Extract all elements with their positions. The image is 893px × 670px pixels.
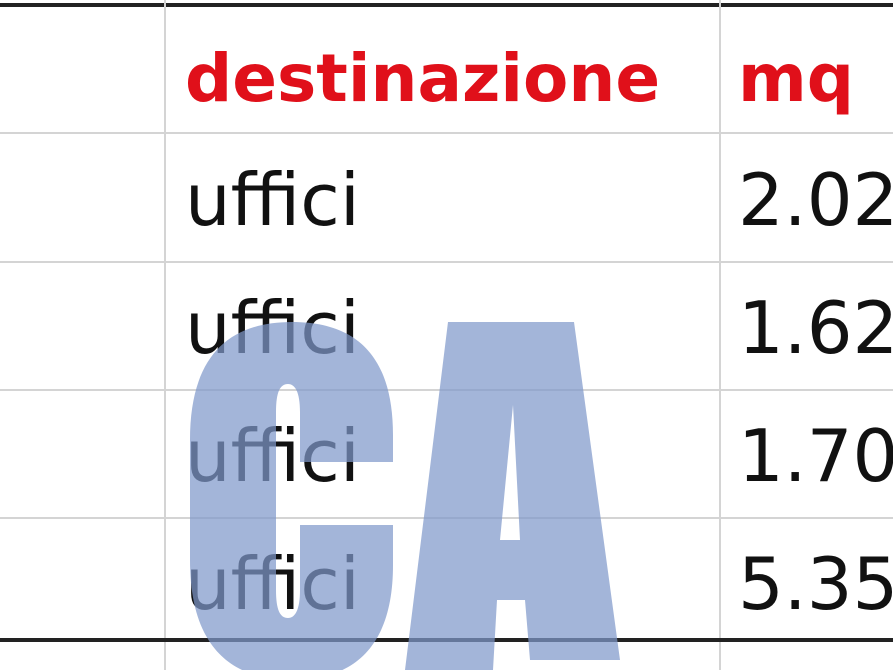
column-divider (164, 0, 166, 670)
row-divider (0, 132, 893, 134)
watermark-letter-a (405, 322, 620, 670)
header-mq[interactable]: mq (738, 40, 855, 117)
top-border (0, 3, 893, 7)
watermark-letter-c (190, 322, 393, 670)
row-divider (0, 261, 893, 263)
column-divider (719, 0, 721, 670)
cell-mq[interactable]: 1.62 (738, 286, 893, 370)
cell-destinazione[interactable]: uffici (185, 158, 360, 242)
cell-mq[interactable]: 1.70 (738, 414, 893, 498)
cell-mq[interactable]: 5.35 (738, 542, 893, 626)
cell-mq[interactable]: 2.02 (738, 158, 893, 242)
header-destinazione[interactable]: destinazione (185, 40, 661, 117)
